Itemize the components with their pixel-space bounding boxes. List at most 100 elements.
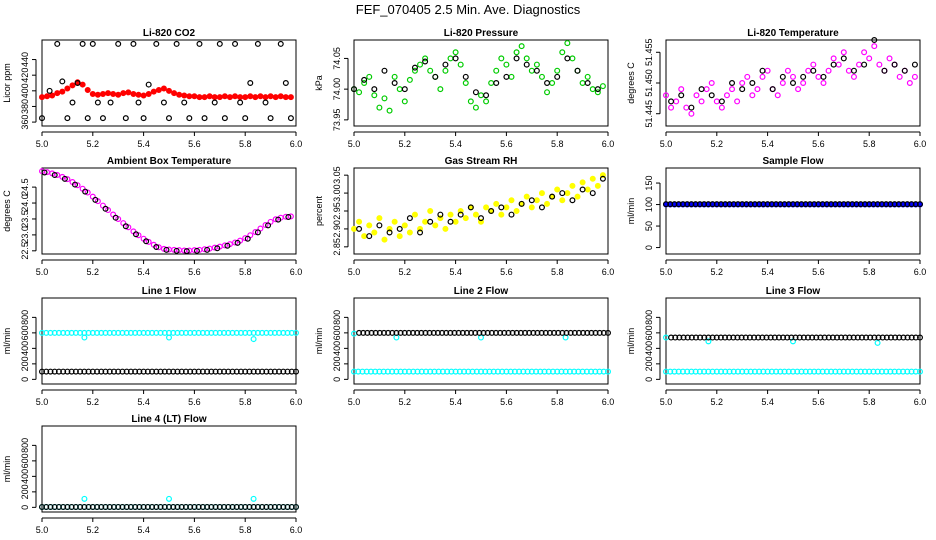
- data-point: [517, 329, 524, 336]
- data-point: [462, 73, 469, 80]
- data-point: [452, 55, 459, 62]
- data-point: [196, 94, 203, 101]
- data-point: [186, 93, 193, 100]
- data-point: [406, 215, 413, 222]
- x-tick-label: 5.0: [660, 139, 673, 149]
- data-point: [447, 211, 454, 218]
- data-point: [135, 91, 142, 98]
- data-point: [795, 86, 802, 93]
- y-axis-label: Licor ppm: [2, 63, 12, 103]
- data-point: [380, 329, 387, 336]
- data-point: [559, 329, 566, 336]
- chart-title: Li-820 Temperature: [747, 28, 839, 39]
- data-point: [599, 83, 606, 90]
- data-point: [214, 245, 221, 252]
- data-point: [594, 86, 601, 93]
- data-point: [232, 93, 239, 100]
- x-tick-label: 5.8: [551, 267, 564, 277]
- x-tick-label: 5.0: [660, 397, 673, 407]
- data-point: [523, 61, 530, 68]
- y-tick-label: 23.0: [20, 226, 30, 244]
- data-point: [850, 334, 857, 341]
- plot-frame: [665, 297, 921, 385]
- x-tick-label: 5.0: [36, 525, 49, 535]
- data-point: [840, 55, 847, 62]
- data-point: [911, 73, 918, 80]
- y-axis-label: degrees C: [626, 62, 636, 104]
- y-axis-label: ml/min: [2, 328, 12, 355]
- chart-title: Li-820 CO2: [143, 28, 196, 39]
- data-point: [779, 73, 786, 80]
- data-point: [589, 175, 596, 182]
- data-point: [503, 61, 510, 68]
- x-tick-label: 5.8: [239, 397, 252, 407]
- data-point: [886, 55, 893, 62]
- data-point: [84, 87, 91, 94]
- data-point: [366, 222, 373, 229]
- data-point: [44, 93, 51, 100]
- x-tick-label: 5.6: [188, 525, 201, 535]
- y-tick-label: 24.5: [20, 178, 30, 196]
- data-point: [825, 334, 832, 341]
- data-point: [350, 225, 357, 232]
- data-point: [562, 334, 569, 341]
- data-point: [237, 99, 244, 106]
- data-point: [551, 329, 558, 336]
- data-point: [422, 218, 429, 225]
- data-point: [571, 329, 578, 336]
- data-point: [371, 92, 378, 99]
- data-point: [381, 236, 388, 243]
- data-point: [497, 329, 504, 336]
- data-point: [155, 87, 162, 94]
- data-point: [49, 92, 56, 99]
- data-point: [262, 222, 269, 229]
- data-point: [171, 90, 178, 97]
- data-point: [875, 334, 882, 341]
- data-point: [769, 86, 776, 93]
- y-tick-label: 150: [644, 176, 654, 191]
- data-point: [125, 89, 132, 96]
- x-tick-label: 5.4: [449, 139, 462, 149]
- data-point: [498, 55, 505, 62]
- data-point: [846, 334, 853, 341]
- data-point: [81, 495, 88, 502]
- data-point: [567, 329, 574, 336]
- x-tick-label: 5.8: [239, 525, 252, 535]
- x-tick-label: 5.2: [87, 267, 100, 277]
- data-point: [830, 55, 837, 62]
- data-point: [143, 238, 150, 245]
- y-tick-label: 23.5: [20, 210, 30, 228]
- y-tick-label: 400: [20, 83, 30, 98]
- x-tick-label: 6.0: [290, 139, 303, 149]
- data-point: [820, 79, 827, 86]
- data-point: [887, 334, 894, 341]
- data-point: [426, 329, 433, 336]
- data-point: [513, 55, 520, 62]
- data-point: [287, 94, 294, 101]
- data-point: [861, 61, 868, 68]
- y-tick-label: 3.05: [332, 166, 342, 184]
- x-tick-label: 6.0: [914, 397, 927, 407]
- data-point: [472, 89, 479, 96]
- data-point: [569, 197, 576, 204]
- data-point: [755, 334, 762, 341]
- data-point: [385, 329, 392, 336]
- data-point: [575, 329, 582, 336]
- data-point: [468, 329, 475, 336]
- data-point: [102, 205, 109, 212]
- data-point: [265, 222, 272, 229]
- data-point: [509, 329, 516, 336]
- data-point: [361, 233, 368, 240]
- data-point: [680, 334, 687, 341]
- data-point: [488, 207, 495, 214]
- data-point: [564, 40, 571, 47]
- data-point: [242, 94, 249, 101]
- data-point: [544, 89, 551, 96]
- data-point: [396, 233, 403, 240]
- data-point: [411, 211, 418, 218]
- data-point: [605, 368, 612, 375]
- data-point: [422, 329, 429, 336]
- y-tick-label: 600: [20, 325, 30, 340]
- data-point: [533, 197, 540, 204]
- x-tick-label: 5.8: [863, 267, 876, 277]
